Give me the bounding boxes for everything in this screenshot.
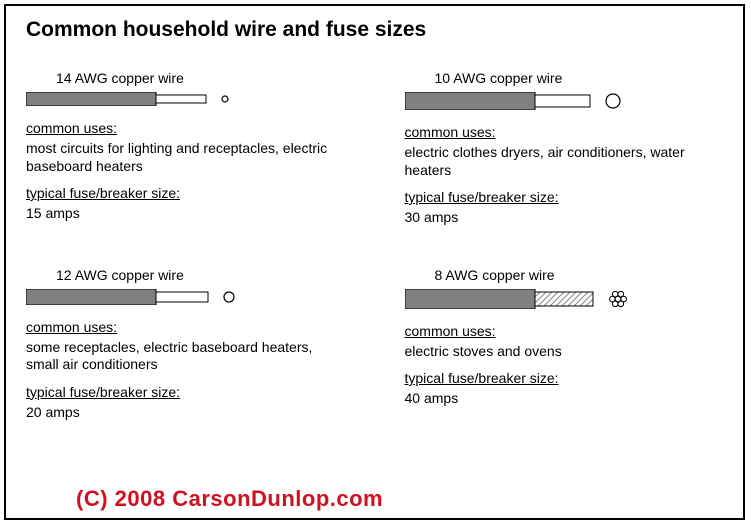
fuse-heading: typical fuse/breaker size: [26,384,345,400]
wire-row [405,92,724,110]
uses-text: most circuits for lighting and receptacl… [26,140,345,175]
wire-illustration [405,289,635,309]
wire-row [26,289,345,305]
fuse-text: 20 amps [26,404,345,422]
uses-text: some receptacles, electric baseboard hea… [26,339,345,374]
wire-gauge-label: 14 AWG copper wire [26,70,345,86]
uses-heading: common uses: [26,120,345,136]
uses-text: electric stoves and ovens [405,343,724,361]
wire-cell: 12 AWG copper wire common uses: some rec… [26,267,345,432]
wire-row [405,289,724,309]
fuse-text: 15 amps [26,205,345,223]
wire-gauge-label: 8 AWG copper wire [405,267,724,283]
uses-text: electric clothes dryers, air conditioner… [405,144,724,179]
wire-gauge-label: 10 AWG copper wire [405,70,724,86]
uses-heading: common uses: [26,319,345,335]
wire-row [26,92,345,106]
fuse-text: 40 amps [405,390,724,408]
wire-grid: 14 AWG copper wire common uses: most cir… [26,70,723,431]
uses-heading: common uses: [405,323,724,339]
wire-illustration [26,92,236,106]
wire-illustration [26,289,242,305]
wire-illustration [405,92,628,110]
wire-cell: 10 AWG copper wire common uses: electric… [405,70,724,237]
wire-gauge-label: 12 AWG copper wire [26,267,345,283]
copyright-watermark: (C) 2008 CarsonDunlop.com [76,486,383,512]
diagram-frame: Common household wire and fuse sizes 14 … [4,4,745,520]
fuse-text: 30 amps [405,209,724,227]
wire-cell: 14 AWG copper wire common uses: most cir… [26,70,345,237]
uses-heading: common uses: [405,124,724,140]
fuse-heading: typical fuse/breaker size: [405,189,724,205]
wire-cell: 8 AWG copper wire common uses: electric … [405,267,724,432]
fuse-heading: typical fuse/breaker size: [405,370,724,386]
page-title: Common household wire and fuse sizes [26,18,723,42]
fuse-heading: typical fuse/breaker size: [26,185,345,201]
